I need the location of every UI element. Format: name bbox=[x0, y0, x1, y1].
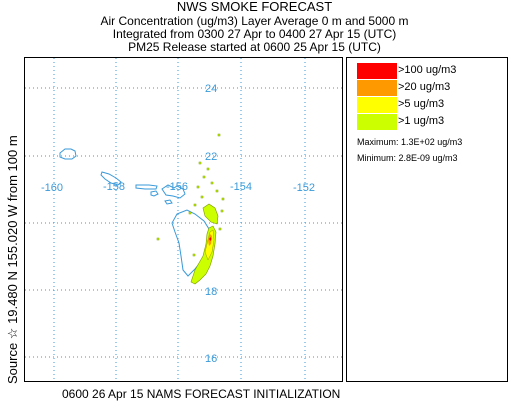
speck bbox=[188, 211, 192, 215]
smoke-plume bbox=[156, 133, 225, 285]
island-molokai bbox=[135, 184, 158, 190]
legend-minimum: Minimum: 2.8E-09 ug/m3 bbox=[357, 153, 458, 163]
subtitle-integration: Integrated from 0300 27 Apr to 0400 27 A… bbox=[112, 27, 397, 41]
island-kauai bbox=[59, 148, 77, 160]
lat-label-18: 18 bbox=[205, 286, 217, 298]
island-lanai bbox=[150, 190, 159, 197]
speck bbox=[221, 197, 225, 201]
lon-label-156: -156 bbox=[166, 181, 188, 193]
speck bbox=[196, 185, 200, 189]
speck bbox=[198, 161, 202, 165]
source-label: Source ☆ 19.480 N 155.020 W from 100 m bbox=[5, 135, 20, 384]
legend-label-1: >1 ug/m3 bbox=[398, 115, 445, 127]
legend-maximum: Maximum: 1.3E+02 ug/m3 bbox=[357, 137, 463, 147]
speck bbox=[202, 175, 206, 179]
legend-swatch-100 bbox=[357, 63, 397, 79]
lat-label-22: 22 bbox=[205, 151, 217, 163]
subtitle-release: PM25 Release started at 0600 25 Apr 15 (… bbox=[128, 40, 381, 54]
plume-specks bbox=[156, 133, 225, 257]
legend-label-20: >20 ug/m3 bbox=[398, 81, 451, 93]
map-canvas: 24 22 18 16 -160 -158 -156 -154 -152 bbox=[25, 58, 342, 381]
lon-label-154: -154 bbox=[230, 181, 252, 193]
island-kahoolawe bbox=[164, 199, 173, 205]
map-panel: 24 22 18 16 -160 -158 -156 -154 -152 bbox=[24, 57, 343, 382]
graticule bbox=[25, 58, 342, 381]
speck bbox=[156, 237, 160, 241]
speck bbox=[193, 203, 197, 207]
lon-label-158: -158 bbox=[103, 181, 125, 193]
subtitle-concentration: Air Concentration (ug/m3) Layer Average … bbox=[100, 14, 409, 28]
lon-label-160: -160 bbox=[41, 182, 63, 194]
legend-swatch-1 bbox=[357, 114, 397, 130]
speck bbox=[206, 167, 210, 171]
lat-label-16: 16 bbox=[205, 353, 217, 365]
speck bbox=[218, 227, 222, 231]
legend-swatch-5 bbox=[357, 97, 397, 113]
island-maui bbox=[161, 184, 186, 199]
plume-level-100 bbox=[209, 237, 212, 241]
plume-level-1-north bbox=[202, 203, 219, 225]
legend-swatch-20 bbox=[357, 80, 397, 96]
footer-initialization: 0600 26 Apr 15 NAMS FORECAST INITIALIZAT… bbox=[62, 387, 341, 401]
coastlines bbox=[59, 148, 212, 277]
speck bbox=[220, 209, 224, 213]
speck bbox=[192, 253, 196, 257]
legend-panel: >100 ug/m3 >20 ug/m3 >5 ug/m3 >1 ug/m3 M… bbox=[346, 57, 508, 382]
chart-title: NWS SMOKE FORECAST bbox=[176, 0, 333, 14]
speck bbox=[217, 133, 221, 137]
speck bbox=[210, 181, 214, 185]
lat-label-24: 24 bbox=[205, 83, 217, 95]
speck bbox=[200, 195, 204, 199]
island-oahu bbox=[100, 171, 122, 186]
legend-label-100: >100 ug/m3 bbox=[398, 64, 457, 76]
legend-label-5: >5 ug/m3 bbox=[398, 98, 445, 110]
lon-label-152: -152 bbox=[293, 182, 315, 194]
speck bbox=[215, 189, 219, 193]
